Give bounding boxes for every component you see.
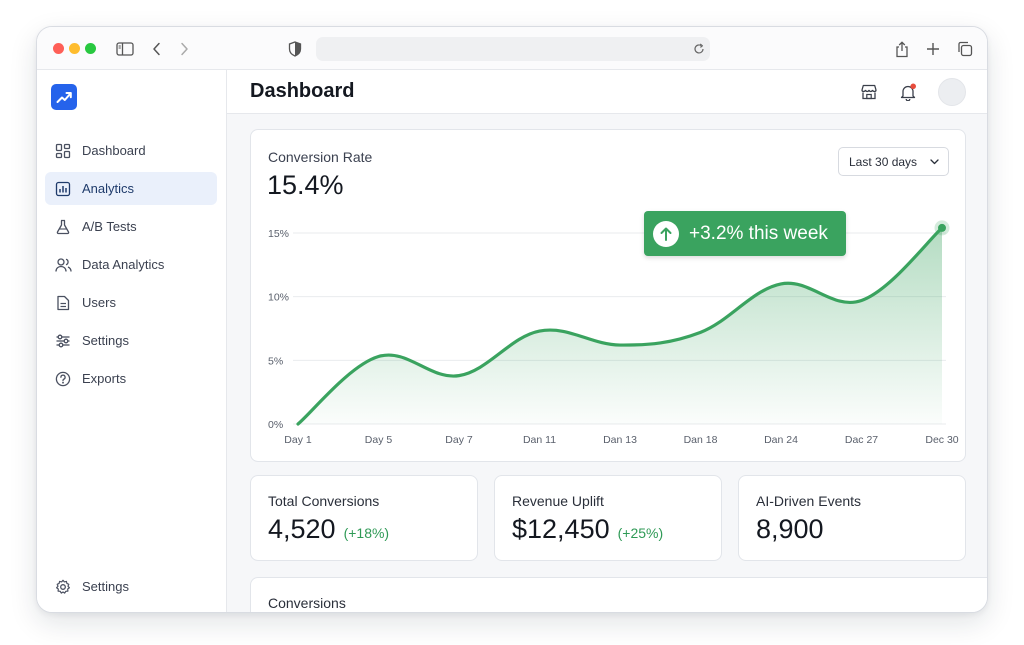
sidebar-item-label: A/B Tests bbox=[82, 219, 137, 234]
conversions-card: Conversions bbox=[250, 577, 987, 612]
conversion-rate-chart: 0% 5% 10% 15% Day 1 Day 5 Day 7 Dan 11 Dan 13 Dan… bbox=[268, 220, 959, 446]
tab-overview-icon[interactable] bbox=[955, 39, 975, 59]
date-range-select[interactable]: Last 30 days bbox=[838, 147, 949, 176]
stat-value-row: $12,450 (+25%) bbox=[512, 514, 663, 545]
bar-chart-icon bbox=[54, 180, 72, 198]
stat-value-row: 4,520 (+18%) bbox=[268, 514, 389, 545]
x-tick-label: Day 5 bbox=[365, 434, 393, 446]
y-tick-label: 15% bbox=[268, 228, 289, 240]
stat-value: 8,900 bbox=[756, 514, 824, 544]
sidebar-item-label: Exports bbox=[82, 371, 127, 386]
avatar[interactable] bbox=[938, 78, 966, 106]
minimize-window-button[interactable] bbox=[69, 43, 80, 54]
stat-label: AI-Driven Events bbox=[756, 493, 862, 509]
x-tick-label: Day 1 bbox=[284, 434, 312, 446]
sidebar-item-label: Dashboard bbox=[82, 143, 146, 158]
sidebar-item-settings[interactable]: Settings bbox=[45, 324, 217, 357]
close-window-button[interactable] bbox=[53, 43, 64, 54]
sidebar-item-analytics[interactable]: Analytics bbox=[45, 172, 217, 205]
x-tick-label: Dan 11 bbox=[523, 434, 556, 446]
reload-icon[interactable] bbox=[689, 39, 709, 59]
shield-icon[interactable] bbox=[285, 39, 305, 59]
x-tick-label: Dan 18 bbox=[684, 434, 718, 446]
store-icon[interactable] bbox=[859, 82, 879, 102]
sidebar-item-data-analytics[interactable]: Data Analytics bbox=[45, 248, 217, 281]
series-line bbox=[296, 226, 944, 426]
sidebar-footer-settings[interactable]: Settings bbox=[45, 570, 217, 603]
chevron-down-icon bbox=[930, 159, 939, 165]
area-fill bbox=[298, 227, 942, 424]
conversions-title: Conversions bbox=[268, 595, 346, 611]
stat-label: Total Conversions bbox=[268, 493, 380, 509]
sidebar-item-exports[interactable]: Exports bbox=[45, 362, 217, 395]
stat-value: $12,450 bbox=[512, 514, 610, 544]
sidebar: Dashboard Analytics A/B Tests Data Analy… bbox=[37, 70, 227, 612]
weekly-change-text: +3.2% this week bbox=[689, 222, 828, 244]
document-icon bbox=[54, 294, 72, 312]
page-header: Dashboard bbox=[227, 70, 987, 114]
sidebar-item-label: Users bbox=[82, 295, 116, 310]
flask-icon bbox=[54, 218, 72, 236]
browser-window: Dashboard Analytics A/B Tests Data Analy… bbox=[36, 26, 988, 613]
x-tick-label: Dan 13 bbox=[603, 434, 637, 446]
bell-icon[interactable] bbox=[898, 82, 918, 102]
page-title: Dashboard bbox=[250, 80, 355, 102]
help-icon bbox=[54, 370, 72, 388]
zoom-window-button[interactable] bbox=[85, 43, 96, 54]
main-content: Dashboard Conversion Rate 15.4% Last 30 … bbox=[227, 70, 987, 612]
sidebar-item-label: Data Analytics bbox=[82, 257, 165, 272]
conversion-rate-label: Conversion Rate bbox=[268, 149, 373, 165]
stat-card-revenue-uplift: Revenue Uplift $12,450 (+25%) bbox=[494, 475, 722, 561]
y-tick-label: 0% bbox=[268, 419, 283, 431]
sidebar-toggle-icon[interactable] bbox=[115, 39, 135, 59]
app-logo-icon[interactable] bbox=[51, 84, 77, 110]
conversion-rate-card: Conversion Rate 15.4% Last 30 days 0% 5% 1… bbox=[250, 129, 966, 462]
sliders-icon bbox=[54, 332, 72, 350]
date-range-label: Last 30 days bbox=[849, 154, 918, 169]
stat-delta: (+18%) bbox=[343, 525, 390, 541]
weekly-change-badge: +3.2% this week bbox=[644, 211, 846, 256]
y-tick-label: 10% bbox=[268, 292, 289, 304]
sidebar-item-ab-tests[interactable]: A/B Tests bbox=[45, 210, 217, 243]
stat-card-total-conversions: Total Conversions 4,520 (+18%) bbox=[250, 475, 478, 561]
x-tick-label: Dec 30 bbox=[925, 434, 958, 446]
y-tick-label: 5% bbox=[268, 355, 283, 367]
address-bar[interactable] bbox=[316, 37, 710, 61]
stat-label: Revenue Uplift bbox=[512, 493, 604, 509]
conversion-rate-value: 15.4% bbox=[267, 170, 344, 200]
title-bar bbox=[37, 27, 987, 70]
sidebar-item-dashboard[interactable]: Dashboard bbox=[45, 134, 217, 167]
sidebar-item-label: Settings bbox=[82, 333, 129, 348]
stat-delta: (+25%) bbox=[617, 525, 664, 541]
sidebar-item-label: Settings bbox=[82, 579, 129, 594]
new-tab-icon[interactable] bbox=[923, 39, 943, 59]
grid-icon bbox=[54, 142, 72, 160]
x-tick-label: Day 7 bbox=[445, 434, 473, 446]
stat-value-row: 8,900 bbox=[756, 514, 824, 545]
gear-icon bbox=[54, 578, 72, 596]
forward-icon[interactable] bbox=[174, 39, 194, 59]
data-point[interactable] bbox=[938, 223, 946, 232]
sidebar-item-label: Analytics bbox=[82, 181, 135, 196]
back-icon[interactable] bbox=[147, 39, 167, 59]
sidebar-item-users[interactable]: Users bbox=[45, 286, 217, 319]
stat-card-ai-driven-events: AI-Driven Events 8,900 bbox=[738, 475, 966, 561]
share-icon[interactable] bbox=[892, 39, 912, 59]
stat-value: 4,520 bbox=[268, 514, 336, 544]
x-tick-label: Dac 27 bbox=[845, 434, 878, 446]
arrow-up-icon bbox=[653, 220, 679, 247]
x-tick-label: Dan 24 bbox=[764, 434, 798, 446]
users-icon bbox=[54, 256, 72, 274]
